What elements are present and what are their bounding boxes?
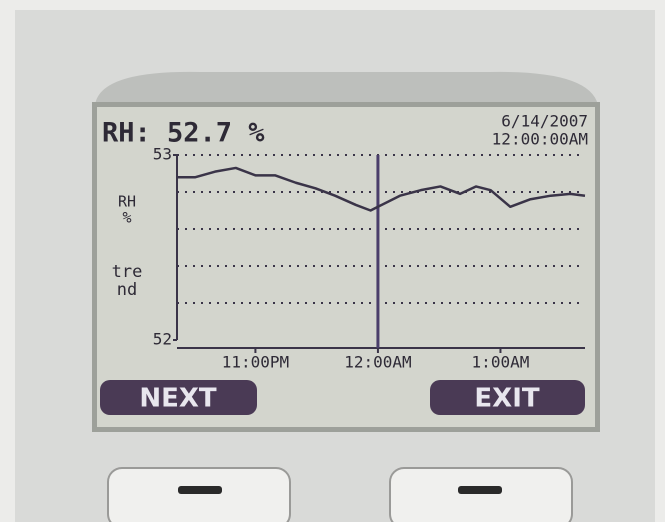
- bezel: [95, 71, 598, 105]
- x-tick-label: 1:00AM: [472, 353, 530, 372]
- date: 6/14/2007: [501, 112, 588, 131]
- time: 12:00:00AM: [492, 130, 588, 149]
- x-tick-label: 12:00AM: [344, 353, 411, 372]
- y-axis-label: tre: [112, 262, 143, 282]
- next-label[interactable]: NEXT: [139, 384, 217, 414]
- y-tick-label: 52: [153, 330, 172, 349]
- soft-key-left[interactable]: [107, 467, 291, 522]
- next-button[interactable]: [100, 380, 257, 415]
- exit-button[interactable]: [430, 380, 585, 415]
- soft-key-right[interactable]: [389, 467, 573, 522]
- exit-label[interactable]: EXIT: [474, 384, 539, 414]
- y-tick-label: 53: [153, 145, 172, 164]
- soft-key-right-bar: [458, 486, 502, 494]
- x-tick-label: 11:00PM: [222, 353, 289, 372]
- data-line: [177, 166, 586, 212]
- y-axis-label: nd: [117, 280, 137, 300]
- y-axis-label: RH: [118, 193, 136, 211]
- y-axis-label: %: [122, 209, 131, 227]
- soft-key-left-bar: [178, 486, 222, 494]
- reading: RH: 52.7 %: [102, 118, 265, 149]
